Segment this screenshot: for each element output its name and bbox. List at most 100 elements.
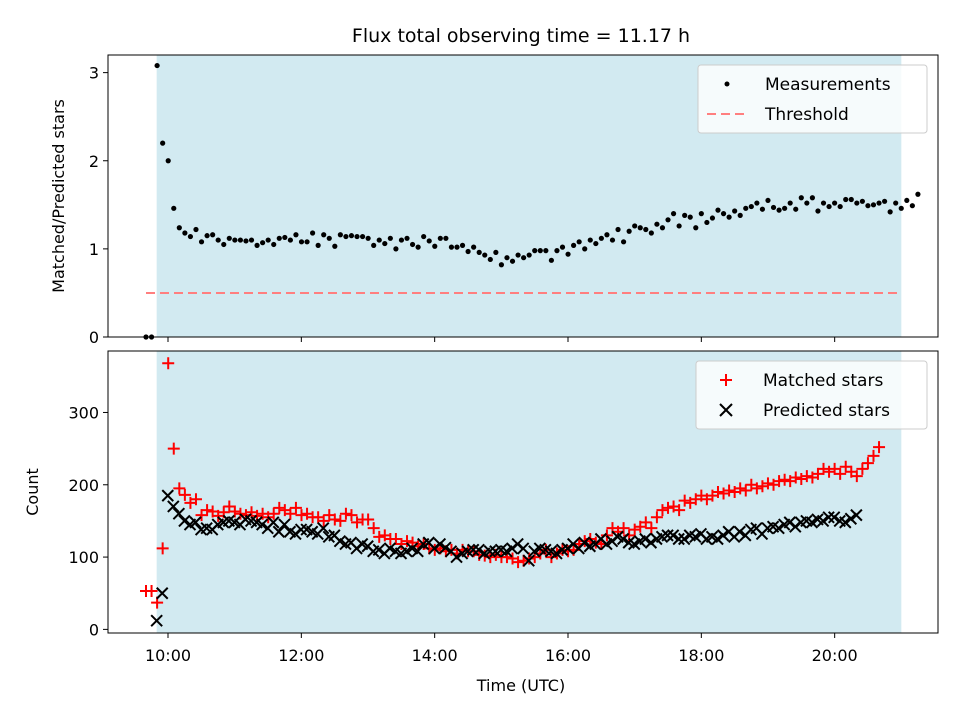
measurement-point xyxy=(587,237,593,243)
matched-star-marker xyxy=(345,509,358,522)
matched-star-marker xyxy=(717,487,730,500)
measurement-point xyxy=(232,237,238,243)
matched-star-marker xyxy=(795,472,808,485)
matched-star-marker xyxy=(834,467,847,480)
measurement-point xyxy=(865,203,871,209)
measurement-point xyxy=(254,242,260,248)
matched-star-marker xyxy=(334,514,347,527)
predicted-star-marker xyxy=(472,543,485,557)
predicted-star-marker xyxy=(772,521,785,535)
y-axis-ticks: 0 1 2 3 xyxy=(89,64,108,347)
measurement-point xyxy=(537,248,543,254)
measurement-point xyxy=(609,237,616,243)
legend-marker-matched xyxy=(720,374,732,386)
legend-box xyxy=(695,360,928,430)
predicted-star-marker xyxy=(466,543,480,557)
measurement-point xyxy=(876,200,882,206)
measurement-point xyxy=(820,200,827,206)
matched-star-marker xyxy=(761,477,774,490)
measurement-point xyxy=(154,62,160,69)
measurement-point xyxy=(221,241,227,248)
x-axis-label: Time (UTC) xyxy=(476,676,565,695)
predicted-star-marker xyxy=(666,529,680,542)
matched-star-marker xyxy=(328,513,341,526)
matched-star-marker xyxy=(273,501,286,514)
matched-star-marker xyxy=(339,507,352,520)
matched-star-marker xyxy=(156,542,169,555)
x-tick-label: 10:00 xyxy=(145,646,191,665)
measurement-point xyxy=(437,235,443,241)
measurement-point xyxy=(748,203,754,210)
predicted-star-marker xyxy=(317,521,330,535)
matched-star-marker xyxy=(789,471,802,484)
measurement-point xyxy=(843,196,849,203)
predicted-star-marker xyxy=(550,547,563,560)
matched-star-marker xyxy=(839,460,852,473)
measurement-point xyxy=(854,200,860,206)
predicted-star-marker xyxy=(522,554,535,567)
measurement-point xyxy=(509,258,516,264)
measurement-point xyxy=(198,239,205,245)
measurement-point xyxy=(426,238,432,244)
matched-star-marker xyxy=(778,473,791,486)
measurement-point xyxy=(409,241,416,248)
measurement-point xyxy=(226,235,232,241)
y-axis-label: Matched/Predicted stars xyxy=(49,99,68,293)
y-tick-label: 0 xyxy=(89,620,99,639)
predicted-star-marker xyxy=(644,536,658,549)
legend-label-matched: Matched stars xyxy=(763,371,883,391)
measurement-point xyxy=(887,209,893,215)
measurement-point xyxy=(459,242,466,248)
measurement-point xyxy=(271,241,277,248)
matched-star-marker xyxy=(512,556,525,569)
measurement-point xyxy=(504,255,510,261)
predicted-star-marker xyxy=(516,542,530,555)
y-tick-label: 100 xyxy=(68,548,99,567)
matched-star-marker xyxy=(678,494,691,507)
predicted-star-marker xyxy=(827,511,841,524)
predicted-star-marker xyxy=(267,516,280,529)
matched-star-marker xyxy=(756,480,769,493)
measurement-point xyxy=(732,208,738,214)
x-tick-label: 14:00 xyxy=(412,646,458,665)
matched-star-marker xyxy=(317,514,330,527)
predicted-star-marker xyxy=(639,532,652,546)
predicted-star-marker xyxy=(433,537,447,551)
predicted-star-marker xyxy=(411,545,424,558)
matched-star-marker xyxy=(373,530,386,543)
measurement-point xyxy=(826,203,832,210)
measurement-point xyxy=(343,233,349,240)
legend-box xyxy=(697,64,928,134)
y-tick-label: 2 xyxy=(89,152,99,171)
x-tick-label: 20:00 xyxy=(812,646,858,665)
measurement-point xyxy=(160,140,166,146)
measurement-point xyxy=(287,237,293,243)
predicted-star-marker xyxy=(172,507,186,520)
predicted-star-marker xyxy=(372,543,386,557)
measurement-point xyxy=(665,217,671,223)
predicted-star-marker xyxy=(839,516,852,529)
predicted-star-marker xyxy=(439,541,452,554)
x-axis-ticks xyxy=(167,337,836,342)
measurement-point xyxy=(626,228,632,234)
predicted-star-marker xyxy=(822,511,835,524)
measurement-point xyxy=(704,219,710,226)
measurement-point xyxy=(421,233,427,240)
measurement-point xyxy=(454,244,460,250)
matched-star-marker xyxy=(650,511,663,524)
measurement-point xyxy=(654,221,660,227)
measurement-point xyxy=(709,215,716,221)
measurement-point xyxy=(476,249,482,255)
measurement-point xyxy=(382,240,388,247)
measurement-point xyxy=(387,235,393,241)
measurement-point xyxy=(726,214,732,220)
y-axis-ticks: 0 100 200 300 xyxy=(68,403,108,639)
measurement-point xyxy=(804,200,810,206)
measurement-point xyxy=(632,223,638,229)
chart-title: Flux total observing time = 11.17 h xyxy=(352,25,690,47)
measurement-point xyxy=(859,198,865,204)
measurement-point xyxy=(204,233,210,239)
measurement-point xyxy=(682,212,688,218)
measurement-point xyxy=(187,233,194,240)
measurement-point xyxy=(676,223,682,229)
